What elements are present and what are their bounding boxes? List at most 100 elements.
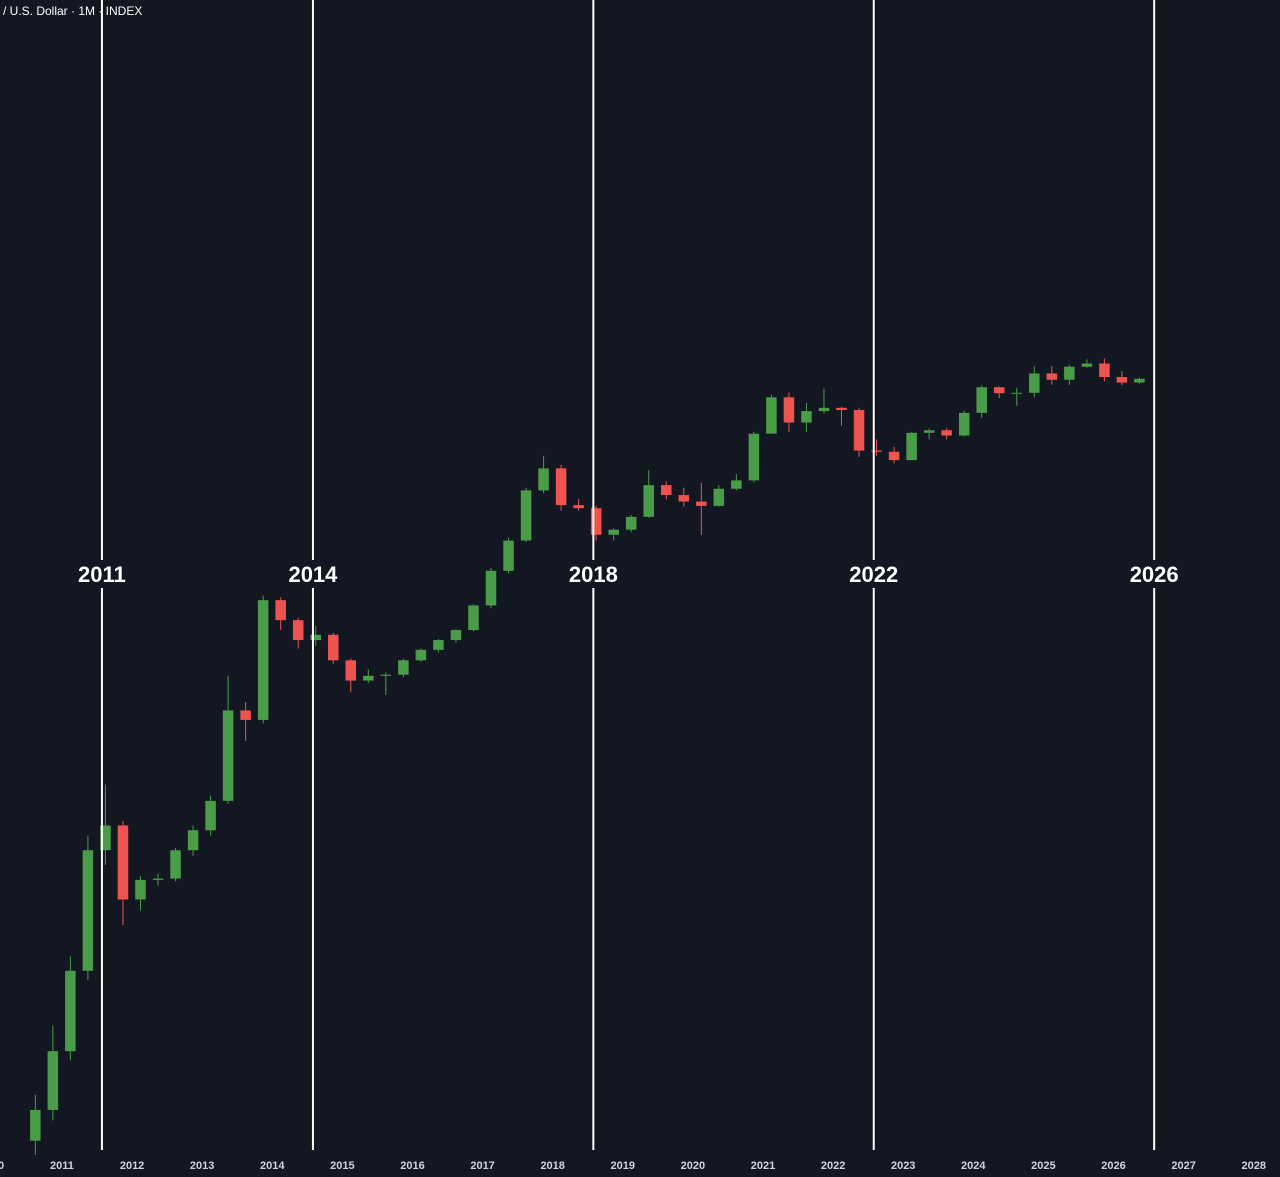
candle-body: [363, 675, 374, 681]
candle-body: [30, 1109, 41, 1141]
candle-body: [240, 710, 251, 720]
candle-body: [871, 450, 882, 452]
candle-body: [450, 630, 462, 641]
candle-body: [660, 485, 672, 496]
candle-body: [503, 540, 514, 571]
x-tick-label: 2023: [891, 1160, 915, 1172]
candle-body: [678, 495, 690, 502]
candle-body: [82, 850, 94, 971]
candle-body: [292, 620, 304, 641]
label-background: [69, 560, 134, 588]
candle-body: [415, 649, 427, 661]
x-tick-label: 2020: [681, 1160, 705, 1172]
candle-body: [590, 508, 602, 535]
candle-body: [152, 878, 164, 880]
candle-body: [608, 529, 619, 535]
candle-body: [1134, 378, 1145, 383]
candle-body: [993, 387, 1005, 394]
candle-body: [187, 830, 199, 851]
x-tick-label: 2012: [120, 1160, 144, 1172]
candle-body: [222, 710, 234, 801]
candle-body: [888, 451, 900, 461]
x-tick-label: 2024: [961, 1160, 986, 1172]
candle-body: [468, 605, 479, 631]
x-tick-label: 2025: [1031, 1160, 1055, 1172]
halving-label: 2022: [849, 562, 898, 587]
candle-body: [1099, 363, 1110, 378]
candle-body: [310, 634, 321, 641]
candle-body: [520, 490, 532, 541]
x-tick-label: 2017: [470, 1160, 494, 1172]
candle-body: [328, 634, 339, 661]
x-tick-label: 2015: [330, 1160, 354, 1172]
x-tick-label: 2026: [1101, 1160, 1125, 1172]
halving-label: 2026: [1130, 562, 1179, 587]
candle-body: [135, 879, 146, 900]
x-tick-label: 2028: [1241, 1160, 1265, 1172]
label-background: [841, 560, 906, 588]
candle-body: [1064, 366, 1075, 380]
candle-body: [783, 397, 795, 423]
candle-body: [398, 660, 409, 675]
x-tick-label: 2027: [1171, 1160, 1195, 1172]
candle-body: [923, 430, 935, 433]
candle-body: [100, 825, 111, 851]
candle-body: [766, 397, 777, 434]
candle-body: [257, 600, 269, 720]
candle-body: [853, 409, 865, 451]
x-tick-label: 2014: [260, 1160, 285, 1172]
candle-body: [696, 501, 707, 506]
candle-body: [906, 432, 917, 461]
x-tick-label: 2013: [190, 1160, 214, 1172]
label-background: [280, 560, 345, 588]
candle-body: [1046, 373, 1058, 380]
candle-body: [941, 430, 952, 436]
candle-body: [485, 570, 497, 606]
candle-body: [748, 433, 760, 481]
candle-body: [573, 505, 584, 509]
candle-body: [1029, 373, 1040, 393]
candle-body: [555, 468, 567, 506]
halving-label: 2018: [569, 562, 618, 587]
candle-body: [117, 825, 129, 900]
label-background: [561, 560, 626, 588]
candle-body: [380, 674, 392, 676]
x-tick-label: 2019: [611, 1160, 635, 1172]
x-tick-label: 2011: [50, 1160, 74, 1172]
label-background: [1122, 560, 1187, 588]
x-tick-label: 2021: [751, 1160, 775, 1172]
candle-body: [976, 387, 987, 413]
chart-title: / U.S. Dollar · 1M · INDEX: [3, 4, 142, 18]
candle-body: [65, 970, 76, 1052]
candle-body: [1011, 392, 1023, 394]
candle-body: [1116, 377, 1128, 383]
x-axis: 2010 2011 2012 2013 2014 2015 2016 2017 2018 2019…: [0, 1160, 1266, 1172]
candle-body: [731, 480, 742, 489]
halving-label: 2014: [288, 562, 338, 587]
candle-body: [713, 488, 725, 506]
candle-body: [1081, 363, 1093, 367]
candle-body: [170, 850, 181, 879]
x-tick-label: 2016: [400, 1160, 424, 1172]
markers: 2011 2014 2018 2022 2026: [69, 0, 1187, 1150]
candle-body: [433, 640, 444, 650]
candle-body: [625, 516, 637, 530]
candle-body: [275, 600, 286, 621]
candle-body: [345, 660, 357, 681]
candles: [30, 358, 1145, 1156]
x-tick-label: 2010: [0, 1160, 4, 1172]
candle-body: [643, 485, 654, 517]
candle-body: [801, 411, 812, 423]
candle-body: [538, 468, 549, 491]
halving-label: 2011: [78, 562, 126, 587]
candle-body: [836, 407, 847, 410]
x-tick-label: 2018: [540, 1160, 564, 1172]
candle-body: [958, 412, 970, 436]
candle-body: [205, 800, 216, 831]
candle-body: [818, 407, 830, 412]
candle-body: [47, 1051, 59, 1110]
x-tick-label: 2022: [821, 1160, 845, 1172]
